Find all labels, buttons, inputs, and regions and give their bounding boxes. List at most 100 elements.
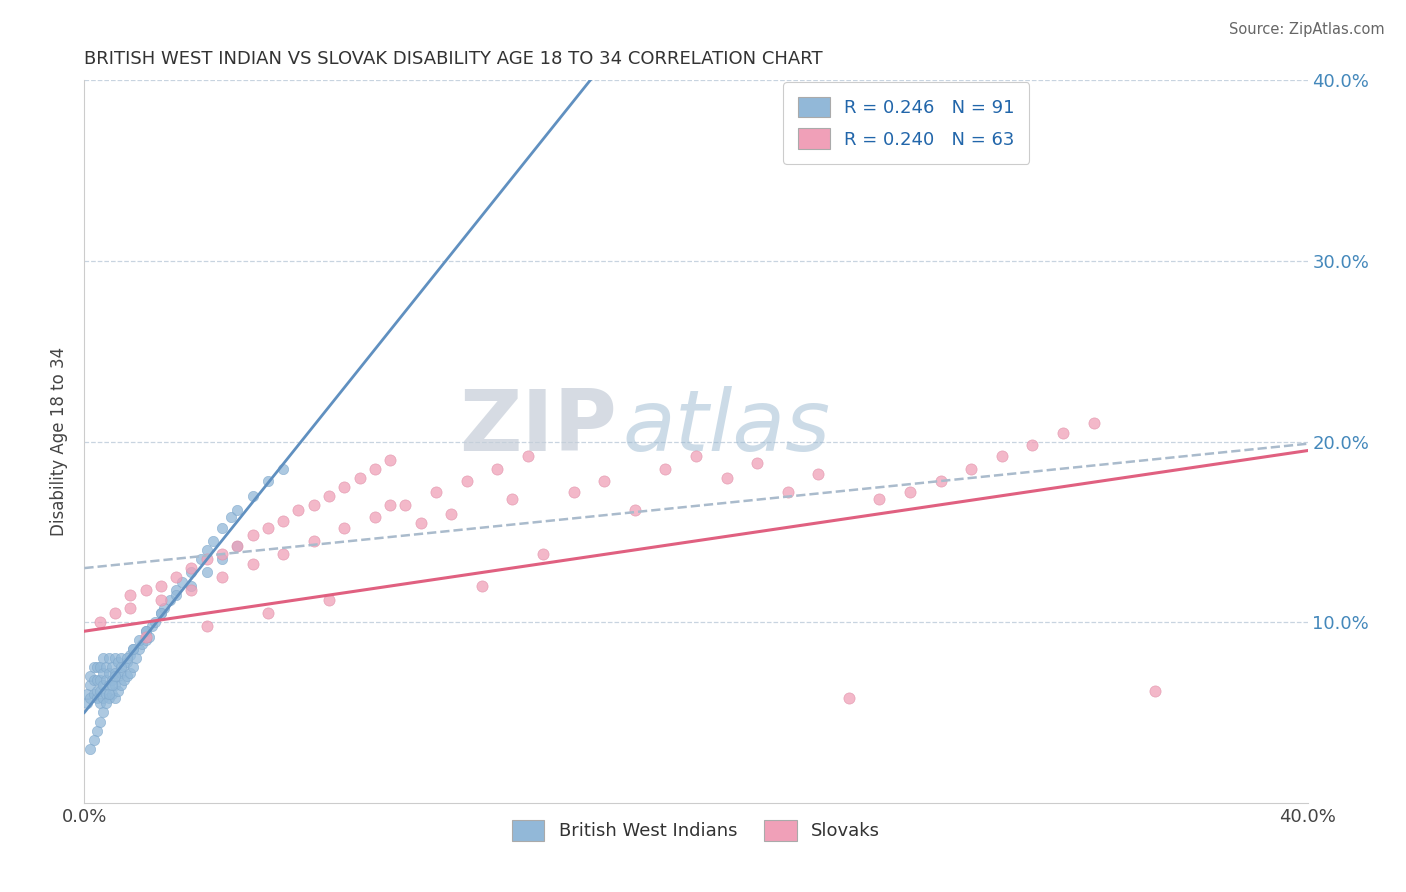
Text: Source: ZipAtlas.com: Source: ZipAtlas.com — [1229, 22, 1385, 37]
Point — [89, 697, 111, 711]
Point — [380, 498, 402, 512]
Point — [107, 669, 129, 683]
Point — [716, 471, 738, 485]
Point — [89, 660, 111, 674]
Point — [195, 552, 218, 566]
Point — [94, 660, 117, 674]
Point — [211, 570, 233, 584]
Point — [112, 658, 135, 673]
Point — [91, 678, 114, 692]
Point — [115, 651, 138, 665]
Point — [101, 678, 124, 692]
Point — [86, 660, 108, 674]
Point — [318, 593, 340, 607]
Point — [89, 683, 111, 698]
Point — [226, 539, 249, 553]
Point — [165, 582, 187, 597]
Point — [79, 669, 101, 683]
Point — [122, 642, 145, 657]
Point — [135, 624, 157, 639]
Point — [83, 687, 105, 701]
Point — [159, 593, 181, 607]
Point — [226, 503, 249, 517]
Point — [97, 691, 120, 706]
Point — [86, 723, 108, 738]
Point — [180, 565, 202, 579]
Point — [135, 624, 157, 639]
Point — [94, 687, 117, 701]
Point — [122, 660, 145, 674]
Point — [593, 475, 616, 489]
Point — [562, 485, 585, 500]
Point — [333, 480, 356, 494]
Point — [394, 498, 416, 512]
Point — [86, 683, 108, 698]
Point — [776, 485, 799, 500]
Point — [125, 651, 148, 665]
Point — [79, 691, 101, 706]
Point — [86, 691, 108, 706]
Point — [211, 547, 233, 561]
Point — [929, 475, 952, 489]
Point — [91, 706, 114, 720]
Point — [226, 539, 249, 553]
Point — [1083, 417, 1105, 431]
Point — [91, 691, 114, 706]
Point — [135, 630, 157, 644]
Point — [333, 521, 356, 535]
Point — [97, 678, 120, 692]
Point — [120, 665, 142, 680]
Point — [104, 651, 127, 665]
Point — [143, 615, 166, 630]
Point — [112, 673, 135, 687]
Point — [110, 660, 132, 674]
Point — [211, 521, 233, 535]
Point — [257, 606, 280, 620]
Point — [624, 503, 647, 517]
Point — [107, 655, 129, 669]
Point — [349, 471, 371, 485]
Point — [456, 475, 478, 489]
Point — [380, 452, 402, 467]
Point — [91, 665, 114, 680]
Point — [107, 683, 129, 698]
Point — [195, 565, 218, 579]
Point — [141, 619, 163, 633]
Point — [242, 489, 264, 503]
Point — [110, 651, 132, 665]
Point — [201, 533, 224, 548]
Point — [91, 651, 114, 665]
Point — [747, 456, 769, 470]
Point — [131, 637, 153, 651]
Point — [83, 660, 105, 674]
Point — [79, 741, 101, 756]
Point — [104, 691, 127, 706]
Point — [89, 615, 111, 630]
Point — [242, 558, 264, 572]
Point — [165, 570, 187, 584]
Point — [86, 673, 108, 687]
Point — [271, 514, 294, 528]
Point — [76, 687, 98, 701]
Point — [79, 678, 101, 692]
Point — [101, 687, 124, 701]
Text: atlas: atlas — [623, 385, 831, 468]
Legend: British West Indians, Slovaks: British West Indians, Slovaks — [505, 813, 887, 848]
Point — [211, 552, 233, 566]
Point — [257, 475, 280, 489]
Point — [135, 582, 157, 597]
Point — [135, 633, 157, 648]
Point — [486, 461, 509, 475]
Point — [149, 579, 172, 593]
Point — [960, 461, 983, 475]
Point — [149, 606, 172, 620]
Point — [838, 691, 860, 706]
Point — [104, 606, 127, 620]
Point — [440, 507, 463, 521]
Point — [807, 467, 830, 481]
Point — [104, 665, 127, 680]
Point — [97, 687, 120, 701]
Point — [471, 579, 494, 593]
Point — [271, 547, 294, 561]
Point — [1052, 425, 1074, 440]
